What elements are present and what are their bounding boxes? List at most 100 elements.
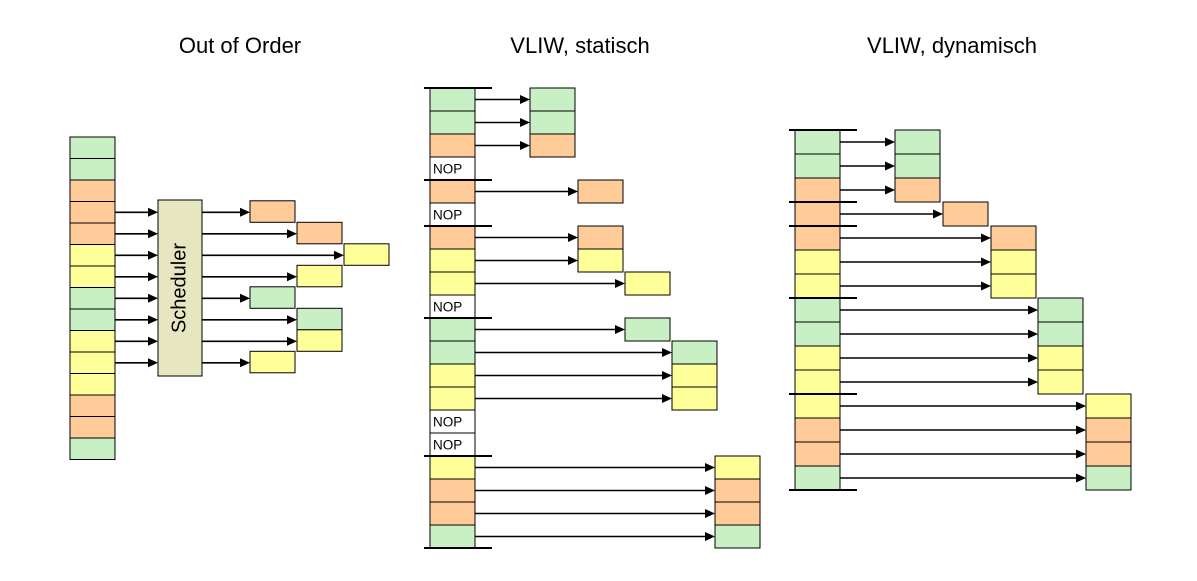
issue-arrow-head [1076, 425, 1086, 435]
executed-cell-yellow [671, 363, 718, 388]
issue-arrow-head [1028, 329, 1038, 339]
issue-arrow-head [287, 272, 297, 282]
instruction-cell-yellow [69, 244, 116, 267]
executed-cell-yellow [249, 350, 296, 374]
executed-cell-yellow [296, 264, 343, 288]
instruction-cell-green [794, 321, 841, 347]
issue-arrow-head [705, 463, 715, 472]
scheduler-label: Scheduler [168, 242, 191, 334]
instruction-cell-green [69, 308, 116, 331]
instruction-cell-orange [429, 225, 476, 250]
issue-arrow-head [520, 118, 530, 127]
issue-arrow-head [705, 486, 715, 495]
executed-cell-green [714, 524, 761, 549]
executed-cell-orange [894, 177, 941, 203]
executed-cell-green [529, 110, 576, 135]
executed-cell-orange [529, 133, 576, 158]
issue-arrow-head [240, 293, 250, 303]
issue-arrow-head [1076, 449, 1086, 459]
executed-cell-orange [1085, 441, 1132, 467]
instruction-cell-orange [794, 417, 841, 443]
issue-arrow-head [705, 509, 715, 518]
issue-arrow-head [240, 358, 250, 368]
instruction-cell-orange [69, 394, 116, 417]
executed-cell-yellow [343, 243, 390, 266]
instruction-cell-orange [69, 179, 116, 202]
issue-arrow-head [981, 281, 991, 291]
issue-arrow-head [287, 315, 297, 325]
issue-arrow-head [1076, 401, 1086, 411]
issue-arrow-head [1028, 305, 1038, 315]
executed-cell-yellow [671, 386, 718, 411]
instruction-cell-yellow [429, 455, 476, 480]
issue-arrow-head [240, 207, 250, 217]
instruction-cell-yellow [429, 386, 476, 411]
instruction-cell-yellow [794, 345, 841, 371]
instruction-cell-green [429, 340, 476, 365]
executed-cell-orange [990, 225, 1037, 251]
executed-cell-green [894, 153, 941, 179]
issue-arrow-head [615, 279, 625, 288]
instruction-cell-orange [429, 179, 476, 204]
dispatch-arrow-head [148, 358, 158, 368]
panel-title-vliw-dynamic: VLIW, dynamisch [867, 33, 1037, 58]
dispatch-arrow-head [148, 207, 158, 217]
nop-label: NOP [433, 162, 462, 177]
executed-cell-orange [577, 179, 624, 204]
instruction-cell-green [429, 524, 476, 549]
instruction-cell-yellow [794, 393, 841, 419]
nop-label: NOP [433, 415, 462, 430]
instruction-cell-orange [794, 177, 841, 203]
issue-arrow-head [615, 325, 625, 334]
issue-arrow-head [662, 371, 672, 380]
instruction-cell-green [429, 110, 476, 135]
instruction-cell-green [794, 465, 841, 491]
issue-arrow-head [662, 348, 672, 357]
issue-arrow-head [520, 141, 530, 150]
issue-arrow-head [568, 187, 578, 196]
panel-title-vliw-static: VLIW, statisch [510, 33, 650, 58]
nop-label: NOP [433, 300, 462, 315]
executed-cell-orange [296, 221, 343, 245]
panel-title-out-of-order: Out of Order [178, 33, 302, 58]
instruction-cell-green [69, 287, 116, 310]
instruction-cell-yellow [69, 351, 116, 374]
issue-arrow-head [568, 256, 578, 265]
instruction-cell-orange [794, 201, 841, 227]
dispatch-arrow-head [148, 315, 158, 325]
instruction-cell-yellow [69, 330, 116, 353]
dispatch-arrow-head [148, 229, 158, 239]
executed-cell-orange [714, 501, 761, 526]
dispatch-arrow-head [148, 336, 158, 346]
instruction-cell-yellow [429, 271, 476, 296]
issue-arrow-head [981, 257, 991, 267]
instruction-cell-orange [69, 416, 116, 439]
executed-cell-green [1037, 321, 1084, 347]
issue-arrow-head [520, 95, 530, 104]
instruction-cell-yellow [429, 248, 476, 273]
instruction-cell-yellow [794, 273, 841, 299]
dispatch-arrow-head [148, 293, 158, 303]
instruction-cell-green [794, 153, 841, 179]
executed-cell-yellow [1037, 345, 1084, 371]
nop-label: NOP [433, 438, 462, 453]
issue-arrow-head [287, 229, 297, 239]
executed-cell-green [671, 340, 718, 365]
executed-cell-green [624, 317, 671, 342]
dispatch-arrow-head [148, 250, 158, 260]
issue-arrow-head [933, 209, 943, 219]
instruction-cell-orange [794, 441, 841, 467]
instruction-cell-yellow [69, 265, 116, 288]
instruction-cell-orange [429, 133, 476, 158]
executed-cell-green [249, 286, 296, 309]
executed-cell-yellow [990, 249, 1037, 275]
issue-arrow-head [1028, 377, 1038, 387]
instruction-cell-orange [429, 478, 476, 503]
instruction-cell-green [69, 158, 116, 181]
executed-cell-orange [714, 478, 761, 503]
instruction-cell-orange [69, 201, 116, 224]
issue-arrow-head [885, 161, 895, 171]
executed-cell-green [1037, 297, 1084, 323]
issue-arrow-head [1028, 353, 1038, 363]
